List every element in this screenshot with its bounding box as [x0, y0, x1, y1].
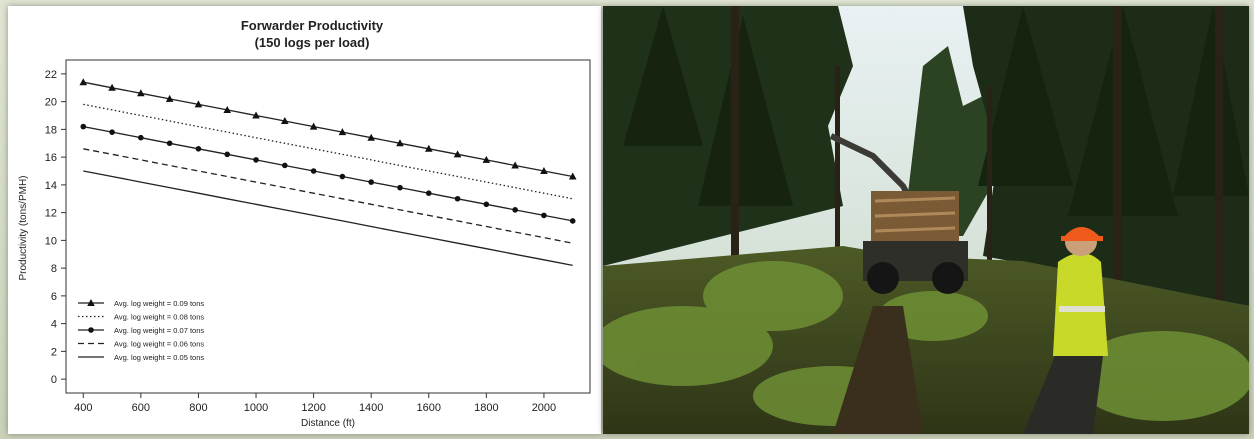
data-point: [338, 128, 347, 136]
data-point: [137, 89, 145, 97]
data-point: [396, 139, 404, 147]
y-tick-label: 18: [45, 124, 57, 136]
forwarder-machine: [829, 133, 968, 294]
y-tick-label: 8: [51, 263, 57, 275]
data-point: [253, 157, 259, 163]
undergrowth: [603, 261, 1249, 426]
data-point: [195, 146, 202, 152]
x-tick-label: 1200: [301, 402, 325, 414]
data-point: [540, 167, 548, 174]
data-point: [541, 212, 547, 219]
data-point: [425, 190, 432, 196]
forest-scene: [603, 6, 1249, 434]
data-point: [109, 129, 115, 135]
conifer-trees: [623, 6, 1249, 216]
x-tick-label: 600: [132, 402, 150, 414]
series-2: [80, 123, 576, 224]
tree-trunks: [731, 6, 1223, 306]
skid-trail: [833, 306, 923, 434]
data-point: [166, 140, 173, 147]
series-line: [83, 170, 573, 267]
series-line: [83, 103, 573, 200]
y-axis-label: Productivity (tons/PMH): [18, 175, 29, 280]
chart-subtitle: (150 logs per load): [255, 35, 370, 50]
plot-frame: [65, 59, 591, 394]
data-point: [453, 150, 462, 158]
productivity-chart: Forwarder Productivity (150 logs per loa…: [18, 18, 591, 429]
x-tick-label: 2000: [532, 402, 556, 414]
legend-label: Avg. log weight = 0.07 tons: [114, 326, 204, 335]
data-point: [108, 83, 116, 91]
x-tick-label: 1400: [359, 402, 383, 414]
legend-label: Avg. log weight = 0.05 tons: [114, 353, 204, 362]
y-tick-label: 14: [45, 180, 57, 192]
data-point: [80, 123, 87, 130]
forest-forwarder-photo: [603, 6, 1249, 434]
data-point: [138, 134, 144, 141]
series-line: [83, 81, 573, 178]
series-4: [83, 170, 573, 267]
data-point: [339, 173, 346, 180]
y-tick-label: 0: [51, 374, 57, 386]
data-point: [309, 122, 318, 130]
data-point: [281, 117, 289, 125]
data-point: [282, 162, 288, 169]
series-3: [83, 148, 573, 244]
chart-title: Forwarder Productivity: [241, 18, 384, 33]
series-line: [83, 148, 573, 244]
data-point: [569, 218, 576, 224]
series-lines: [79, 78, 577, 267]
forest-worker: [1023, 227, 1108, 434]
x-axis-label: Distance (ft): [301, 418, 355, 429]
chart-panel: Forwarder Productivity (150 logs per loa…: [8, 6, 601, 434]
data-point: [223, 105, 232, 113]
series-line: [83, 125, 573, 222]
data-point: [224, 151, 231, 158]
series-0: [79, 78, 577, 180]
data-point: [252, 111, 260, 119]
data-point: [483, 201, 490, 208]
data-point: [511, 161, 519, 169]
y-tick-label: 4: [51, 319, 57, 331]
y-tick-label: 16: [45, 152, 57, 164]
series-1: [83, 103, 573, 200]
x-tick-label: 1600: [417, 402, 441, 414]
legend-label: Avg. log weight = 0.08 tons: [114, 313, 204, 322]
mid-trees: [903, 46, 1003, 236]
y-tick-label: 12: [45, 208, 57, 220]
y-tick-label: 6: [51, 291, 57, 303]
x-tick-label: 1800: [474, 402, 498, 414]
data-point: [424, 144, 433, 152]
legend-label: Avg. log weight = 0.09 tons: [114, 299, 204, 308]
x-tick-label: 1000: [244, 402, 268, 414]
legend-label: Avg. log weight = 0.06 tons: [114, 340, 204, 349]
data-point: [367, 133, 375, 141]
data-point: [165, 94, 174, 102]
y-tick-label: 2: [51, 346, 57, 358]
data-point: [194, 100, 203, 108]
y-tick-label: 22: [45, 69, 57, 81]
y-tick-label: 10: [45, 235, 57, 247]
x-tick-label: 800: [189, 402, 207, 414]
data-point: [454, 195, 461, 202]
data-point: [397, 184, 403, 191]
data-point: [79, 78, 88, 86]
y-tick-label: 20: [45, 97, 57, 109]
legend: Avg. log weight = 0.09 tons Avg. log weig…: [78, 299, 204, 362]
data-point: [568, 172, 577, 180]
data-point: [512, 207, 518, 213]
data-point: [368, 179, 374, 185]
x-tick-label: 400: [74, 402, 92, 414]
data-point: [310, 168, 317, 174]
legend-marker: [87, 299, 95, 306]
legend-marker: [88, 327, 94, 333]
axes: 400 600 800 1000 1200 1400 1600 1800 2000 0 2 4 6 8 10…: [45, 59, 591, 414]
data-point: [482, 155, 491, 163]
